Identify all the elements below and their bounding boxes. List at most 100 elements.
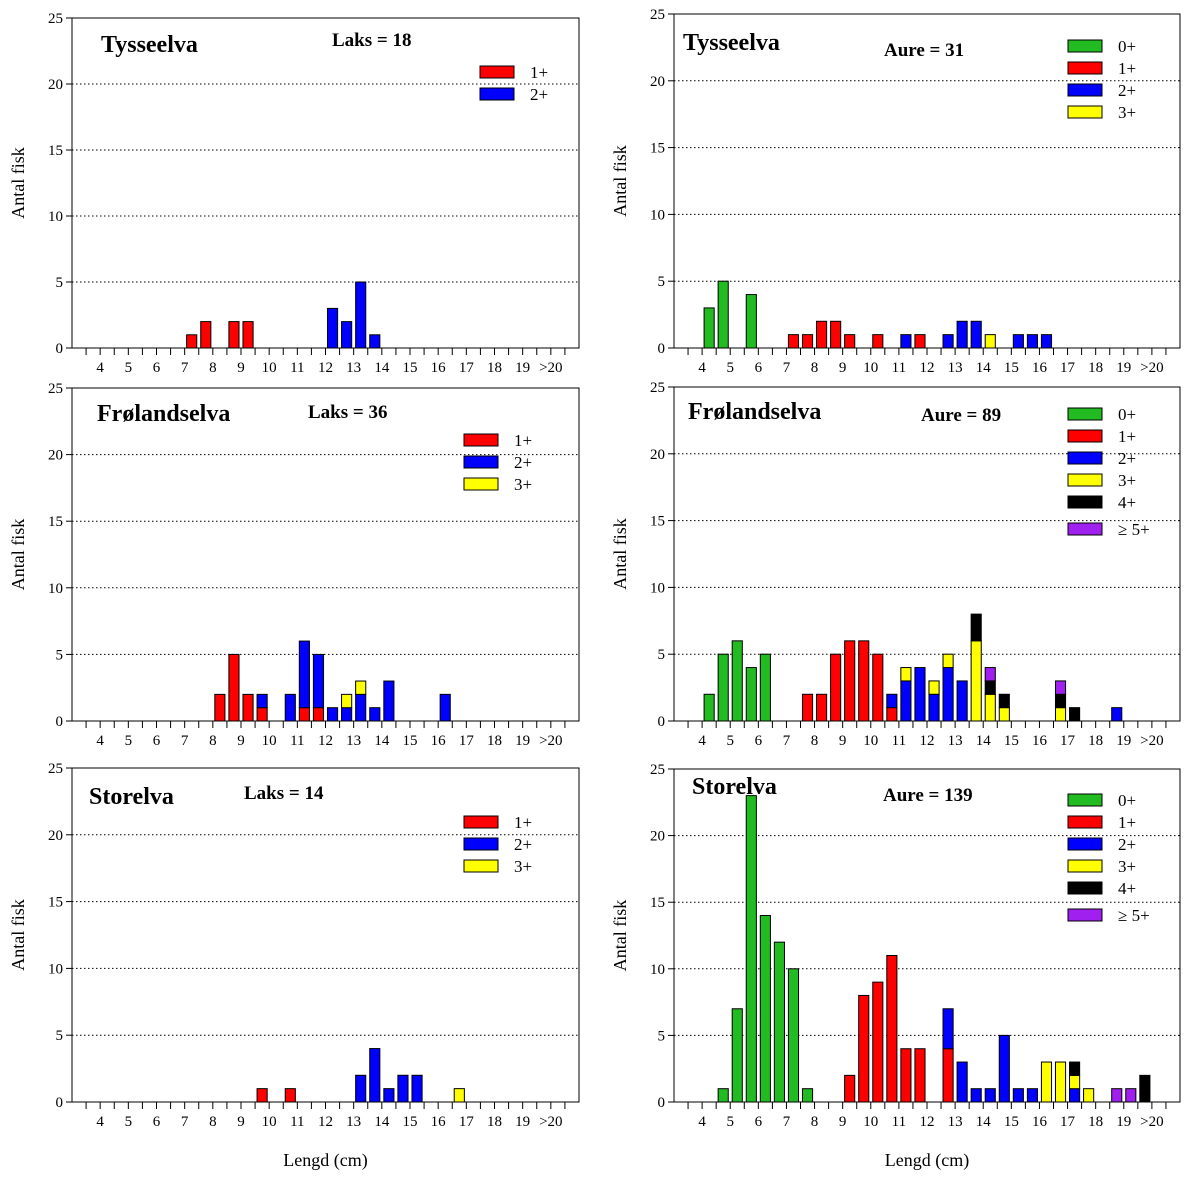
- bar-3-17_5: [1083, 1088, 1095, 1103]
- legend-label: 1+: [530, 63, 548, 82]
- bar-1-10_5: [284, 1088, 296, 1103]
- bar-2-10_5: [886, 693, 898, 709]
- legend-label: 2+: [514, 835, 532, 854]
- bar-1-10_5: [886, 954, 898, 1103]
- bar-2-13_5: [369, 334, 381, 349]
- bar-4-17: [1069, 707, 1081, 722]
- x-tick-label: 13: [948, 733, 963, 749]
- bar-2-12_5: [341, 707, 353, 722]
- y-tick-label: 10: [650, 580, 665, 596]
- legend-swatch: [1067, 815, 1103, 829]
- x-tick-label: 5: [726, 1114, 734, 1130]
- sample-count: Laks = 18: [332, 30, 411, 51]
- x-tick-label: 9: [237, 360, 245, 376]
- x-tick-label: 10: [863, 733, 878, 749]
- y-tick-label: 15: [650, 514, 665, 530]
- bar-1-8_5: [830, 653, 842, 722]
- x-tick-label: 18: [487, 733, 502, 749]
- bar-0-5_5: [745, 667, 757, 722]
- panel-2: 0 5 10 15 20 25 4 5 6 7 8 9 10 11 12 13 14 15 16 17 18 19 >20 A…: [610, 7, 1181, 376]
- x-tick-label: 17: [459, 360, 475, 376]
- legend-swatch: [1067, 908, 1103, 922]
- bar-1-9_5: [858, 640, 870, 722]
- bar-0-4_5: [717, 1088, 729, 1103]
- y-axis-label: Antal fisk: [8, 519, 28, 591]
- bar-3-16_5: [453, 1088, 465, 1103]
- bar-3-17: [1069, 1074, 1081, 1090]
- x-tick-label: 14: [976, 360, 992, 376]
- bar-2-13_5: [970, 1088, 982, 1103]
- bar-2-15_5: [1026, 334, 1038, 349]
- bar-1-10: [872, 653, 884, 722]
- bar-2-13: [355, 693, 367, 722]
- bar-4-14_5: [998, 693, 1010, 709]
- bar-5-18_5: [1111, 1088, 1123, 1103]
- x-tick-label: 9: [237, 733, 245, 749]
- bar-1-7_5: [200, 321, 212, 349]
- x-tick-label: 9: [237, 1114, 245, 1130]
- x-tick-label: 16: [431, 360, 447, 376]
- bar-2-9_5: [256, 693, 268, 709]
- x-tick-label: 12: [318, 360, 333, 376]
- legend-label: 0+: [1118, 405, 1136, 424]
- x-tick-label: 15: [403, 1114, 418, 1130]
- x-tick-label: 16: [431, 1114, 447, 1130]
- bar-1-9: [242, 693, 254, 722]
- x-tick-label: 19: [515, 1114, 530, 1130]
- bar-1-7_5: [801, 693, 814, 722]
- bar-1-9_5: [858, 994, 870, 1103]
- bar-3-14: [984, 334, 996, 349]
- y-tick-label: 25: [48, 11, 63, 27]
- sample-count: Aure = 139: [883, 785, 973, 806]
- bar-1-7_5: [801, 334, 814, 349]
- bar-4-14: [984, 680, 996, 695]
- legend-label: 3+: [1118, 857, 1136, 876]
- plot-frame: [71, 387, 580, 722]
- legend-swatch: [1067, 83, 1103, 97]
- bar-1-8: [816, 693, 828, 722]
- bar-1-9: [242, 321, 254, 349]
- legend-label: 1+: [514, 431, 532, 450]
- x-tick-label: 19: [1116, 1114, 1131, 1130]
- x-tick-label: 6: [755, 733, 763, 749]
- bar-2-12: [928, 693, 940, 722]
- bar-0-6_5: [773, 941, 785, 1103]
- x-tick-label: 12: [318, 733, 333, 749]
- x-tick-label: >20: [1140, 1114, 1163, 1130]
- x-tick-label: 8: [811, 733, 819, 749]
- bar-3-13_5: [970, 640, 982, 722]
- bar-3-16: [1040, 1061, 1053, 1103]
- bar-2-13_5: [369, 1048, 381, 1103]
- legend-swatch: [479, 87, 515, 101]
- x-tick-label: 5: [125, 1114, 133, 1130]
- x-axis-label: Lengd (cm): [283, 1150, 367, 1171]
- x-tick-label: 8: [209, 1114, 217, 1130]
- legend-label: 2+: [514, 453, 532, 472]
- bar-3-14: [984, 693, 996, 722]
- bar-3-12: [928, 680, 940, 695]
- x-tick-label: 10: [262, 1114, 277, 1130]
- bar-2-11: [298, 640, 310, 709]
- sample-count: Laks = 36: [308, 402, 387, 423]
- bar-2-16: [1040, 334, 1053, 349]
- x-tick-label: 5: [726, 360, 734, 376]
- bar-5-14: [984, 667, 996, 682]
- panel-title: Frølandselva: [688, 399, 821, 425]
- x-tick-label: 14: [976, 1114, 992, 1130]
- bar-1-9: [844, 640, 856, 722]
- y-axis-label: Antal fisk: [610, 900, 630, 972]
- x-tick-label: >20: [1140, 360, 1163, 376]
- legend-label: 3+: [514, 857, 532, 876]
- x-tick-label: 15: [403, 733, 418, 749]
- panel-title: Tysseelva: [683, 30, 780, 56]
- x-tick-label: 13: [346, 360, 361, 376]
- legend-label: 4+: [1118, 879, 1136, 898]
- x-tick-label: 17: [459, 1114, 475, 1130]
- x-tick-label: 6: [153, 733, 161, 749]
- x-tick-label: 12: [920, 733, 935, 749]
- y-tick-label: 25: [48, 761, 63, 777]
- bar-2-10_5: [284, 693, 296, 722]
- legend-swatch: [1067, 451, 1103, 465]
- x-tick-label: 7: [181, 1114, 189, 1130]
- x-tick-label: 16: [431, 733, 447, 749]
